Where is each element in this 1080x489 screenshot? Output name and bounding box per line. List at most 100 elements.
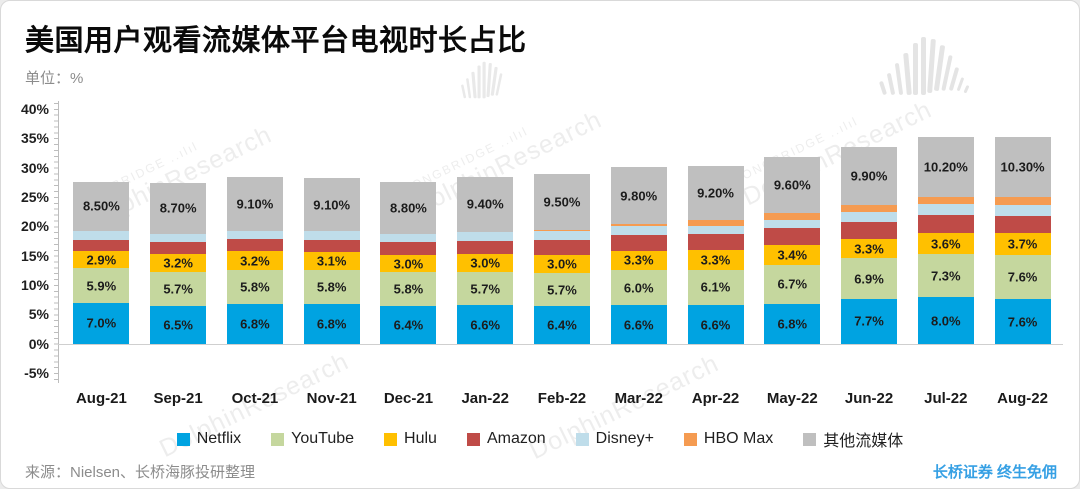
bar-segment-disney+ [610,225,667,235]
bar-segment-netflix: 6.5% [150,305,207,344]
bar-segment-其他流媒体: 10.20% [917,137,974,198]
bars-area: 7.0% 5.9% 2.9% 8.50% 6.5% 5.7% 3.2% 8.70% 6.8% 5.… [63,101,1061,344]
x-axis-label: Nov-21 [306,390,357,407]
bar-segment-amazon [533,239,590,256]
y-axis-tick: 40% [20,101,49,117]
legend-swatch [384,432,398,446]
bar-column-jun-22: 7.7% 6.9% 3.3% 9.90% [841,147,898,344]
x-axis-label: Apr-22 [691,390,740,407]
bar-value-label: 6.0% [623,280,654,296]
bar-segment-hulu: 3.2% [150,253,207,273]
x-axis-label: Jun-22 [844,390,894,407]
legend-label: YouTube [291,430,355,447]
bar-segment-hulu: 3.6% [917,233,974,255]
bar-column-apr-22: 6.6% 6.1% 3.3% 9.20% [687,165,744,344]
bar-value-label: 6.5% [163,317,193,333]
bar-column-dec-21: 6.4% 5.8% 3.0% 8.80% [380,182,437,344]
bar-segment-其他流媒体: 9.90% [841,147,898,206]
legend-label: 其他流媒体 [823,433,904,450]
zero-baseline [58,344,1063,345]
bar-segment-amazon [917,215,974,234]
bar-segment-hulu: 3.3% [687,250,744,270]
bar-value-label: 8.70% [159,200,197,216]
bar-segment-youtube: 5.9% [73,268,130,303]
bar-segment-netflix: 7.0% [73,302,130,344]
bar-segment-disney+ [917,204,974,216]
bar-segment-netflix: 6.6% [457,305,514,344]
bar-segment-youtube: 5.8% [226,270,283,305]
bar-value-label: 6.4% [547,317,577,333]
bar-value-label: 6.6% [700,317,731,333]
bar-value-label: 6.6% [470,317,501,333]
bar-segment-disney+ [380,233,437,242]
bar-segment-hulu: 2.9% [73,251,130,269]
bar-segment-netflix: 6.4% [533,306,590,344]
bar-segment-disney+ [764,220,821,229]
x-axis-label: Mar-22 [614,390,663,407]
bar-segment-youtube: 6.7% [764,264,821,305]
bar-segment-hulu: 3.3% [610,250,667,271]
bar-value-label: 6.8% [316,316,347,332]
bar-segment-disney+ [226,230,283,240]
bar-segment-amazon [994,216,1051,234]
bar-column-nov-21: 6.8% 5.8% 3.1% 9.10% [303,178,360,344]
legend-item-disney+: Disney+ [575,430,654,448]
bar-column-aug-21: 7.0% 5.9% 2.9% 8.50% [73,181,130,344]
bar-segment-disney+ [687,225,744,235]
bar-value-label: 3.4% [777,247,808,263]
bar-segment-hbo-max [533,229,590,232]
bar-column-may-22: 6.8% 6.7% 3.4% 9.60% [764,156,821,344]
bar-value-label: 9.60% [773,177,811,193]
chart-legend: Netflix YouTube Hulu Amazon Disney+ HBO Max 其他… [1,427,1079,451]
bar-value-label: 7.6% [1007,269,1038,285]
bar-segment-hbo-max [687,219,744,226]
bar-segment-netflix: 7.6% [994,299,1051,344]
x-axis-label: Dec-21 [383,390,434,407]
x-axis: Aug-21 Sep-21 Oct-21 Nov-21 Dec-21 Jan-22 Feb-… [63,390,1061,407]
bar-value-label: 9.20% [697,185,734,201]
bar-value-label: 3.6% [930,236,961,252]
bar-value-label: 9.10% [313,197,351,213]
bar-segment-youtube: 6.1% [687,269,744,306]
bar-value-label: 6.1% [700,279,731,295]
legend-item-youtube: YouTube [271,430,354,448]
bar-value-label: 5.9% [86,278,117,294]
bar-value-label: 9.90% [850,168,888,184]
bar-segment-amazon [687,234,744,251]
bar-segment-youtube: 5.8% [303,270,360,305]
bar-value-label: 6.8% [777,316,808,332]
bar-value-label: 3.0% [393,256,424,272]
bar-segment-disney+ [303,231,360,240]
bar-segment-youtube: 5.8% [380,272,437,307]
bar-value-label: 6.9% [854,271,884,287]
bar-segment-amazon [303,239,360,252]
legend-item-其他流媒体: 其他流媒体 [803,427,903,451]
x-axis-label: Sep-21 [153,390,203,407]
bar-segment-amazon [380,241,437,255]
legend-item-netflix: Netflix [176,430,241,448]
bar-value-label: 9.50% [543,194,581,210]
bar-value-label: 5.7% [163,281,193,297]
bar-segment-hulu: 3.2% [226,251,283,271]
bar-segment-netflix: 6.8% [303,304,360,344]
y-axis-tick: 20% [20,218,49,235]
bar-value-label: 3.0% [547,256,577,272]
x-axis-label: Jul-22 [924,390,968,407]
bar-segment-amazon [150,241,207,254]
bar-value-label: 9.40% [466,196,504,212]
bar-segment-其他流媒体: 9.60% [764,156,821,214]
bar-segment-其他流媒体: 9.50% [533,173,590,230]
legend-swatch [176,432,190,446]
bar-segment-amazon [457,240,514,255]
x-axis-label: Aug-21 [75,390,127,407]
legend-label: HBO Max [703,430,774,447]
y-axis-tick: -5% [24,365,49,382]
bar-segment-hulu: 3.0% [533,255,590,273]
bar-segment-hulu: 3.7% [994,233,1051,255]
bar-column-jan-22: 6.6% 5.7% 3.0% 9.40% [457,176,514,344]
bar-value-label: 3.3% [700,252,731,268]
bar-value-label: 3.3% [623,252,654,268]
bar-segment-youtube: 7.6% [994,254,1051,300]
